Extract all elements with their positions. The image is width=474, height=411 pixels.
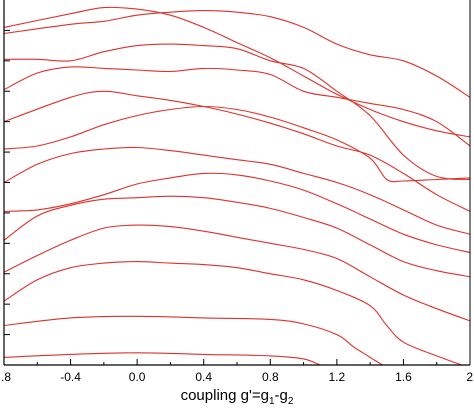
series-line-5 <box>4 90 470 212</box>
x-axis-title-main: coupling g'=g <box>181 387 269 404</box>
series-line-4 <box>4 66 470 147</box>
x-tick-label: 0.0 <box>129 370 146 384</box>
series-line-3 <box>4 43 470 181</box>
x-tick-label: 0.4 <box>195 370 212 384</box>
x-axis-title-sub2: 2 <box>288 396 294 407</box>
x-axis-title-mid: -g <box>275 387 288 404</box>
series-layer <box>4 6 470 365</box>
x-ticks: .8 -0.4 0.0 0.4 0.8 1.2 1.6 2 <box>1 359 473 384</box>
series-line-7 <box>4 146 470 235</box>
x-tick-label: 1.2 <box>329 370 346 384</box>
series-line-8 <box>4 172 470 254</box>
x-tick-label: 1.6 <box>395 370 412 384</box>
series-line-6 <box>4 105 470 183</box>
x-tick-label: -0.4 <box>60 370 81 384</box>
series-line-1 <box>4 6 470 138</box>
series-line-2 <box>4 10 470 98</box>
y-ticks <box>4 29 10 336</box>
x-axis-title: coupling g'=g1-g2 <box>181 387 294 407</box>
series-line-10 <box>4 224 470 322</box>
series-line-9 <box>4 195 470 278</box>
x-tick-label: 0.8 <box>262 370 279 384</box>
x-tick-label: 2 <box>466 370 473 384</box>
series-line-12 <box>4 315 384 365</box>
x-axis-title-sub1: 1 <box>269 396 275 407</box>
x-tick-label: .8 <box>1 370 11 384</box>
series-line-13 <box>4 352 322 365</box>
series-line-11 <box>4 261 464 365</box>
